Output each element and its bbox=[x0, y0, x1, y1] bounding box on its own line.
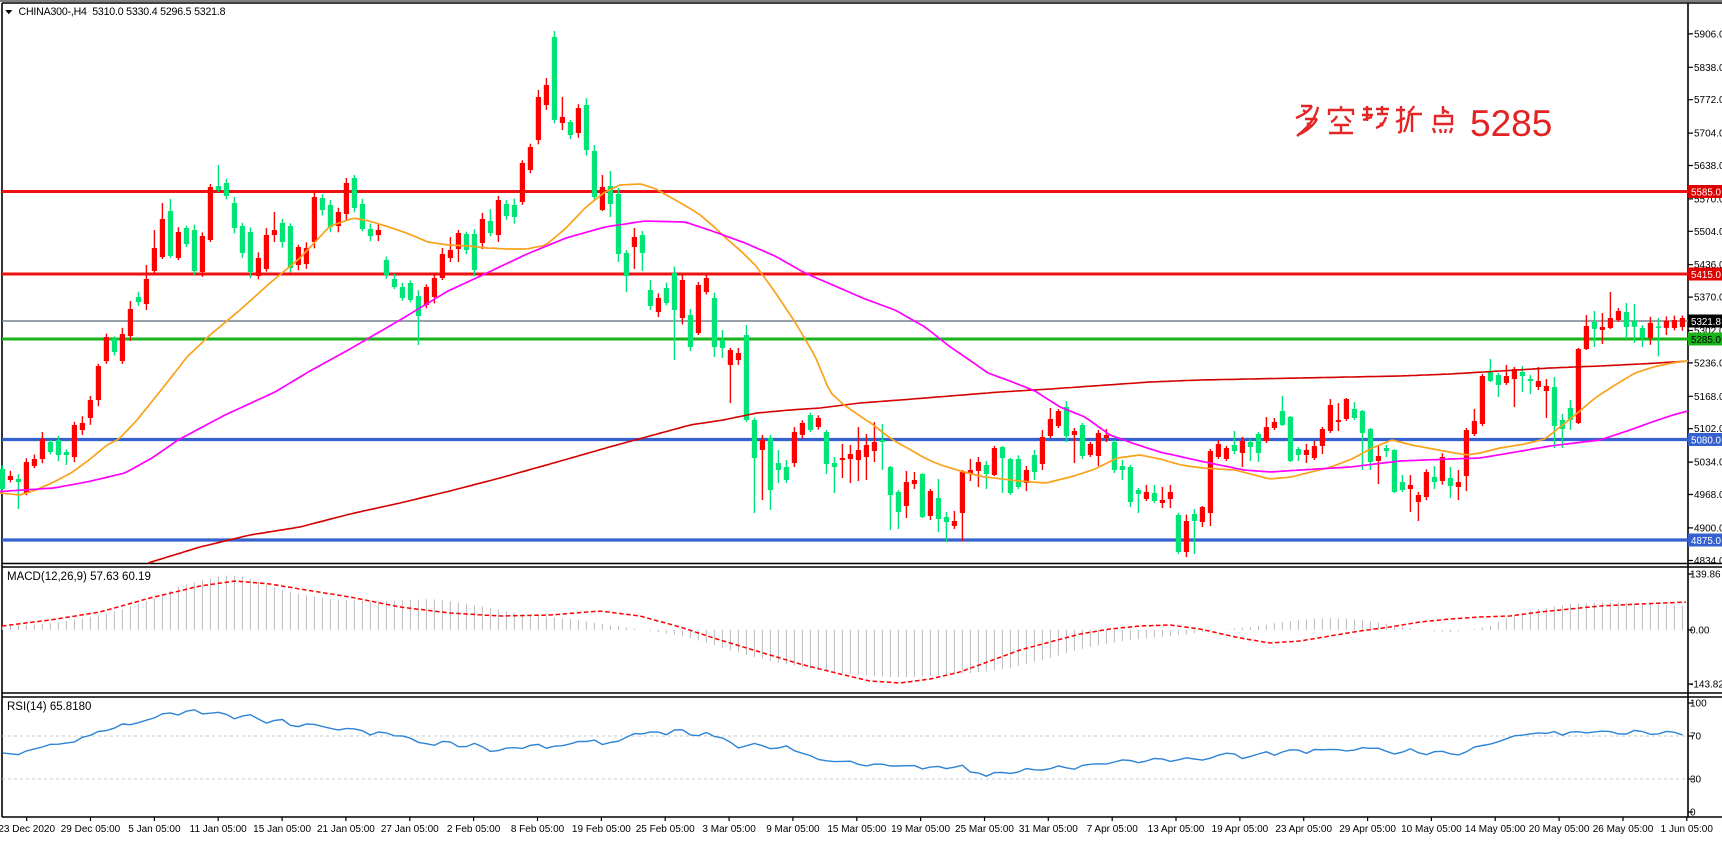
svg-text:15 Mar 05:00: 15 Mar 05:00 bbox=[827, 824, 886, 835]
svg-text:MACD(12,26,9) 57.63 60.19: MACD(12,26,9) 57.63 60.19 bbox=[7, 571, 151, 583]
svg-text:5370.0: 5370.0 bbox=[1694, 293, 1722, 304]
svg-text:RSI(14) 65.8180: RSI(14) 65.8180 bbox=[7, 701, 91, 713]
svg-text:19 Mar 05:00: 19 Mar 05:00 bbox=[891, 824, 950, 835]
svg-text:2 Feb 05:00: 2 Feb 05:00 bbox=[447, 824, 501, 835]
svg-text:5772.0: 5772.0 bbox=[1694, 95, 1722, 106]
svg-text:139.86: 139.86 bbox=[1690, 570, 1721, 581]
svg-text:70: 70 bbox=[1690, 732, 1702, 743]
svg-text:5570.0: 5570.0 bbox=[1694, 194, 1722, 205]
svg-text:29 Apr 05:00: 29 Apr 05:00 bbox=[1339, 824, 1396, 835]
svg-text:5321.8: 5321.8 bbox=[1691, 317, 1722, 328]
svg-text:5906.0: 5906.0 bbox=[1694, 29, 1722, 40]
svg-text:8 Feb 05:00: 8 Feb 05:00 bbox=[511, 824, 565, 835]
svg-text:3 Mar 05:00: 3 Mar 05:00 bbox=[702, 824, 756, 835]
svg-text:5302.0: 5302.0 bbox=[1694, 326, 1722, 337]
svg-text:19 Feb 05:00: 19 Feb 05:00 bbox=[572, 824, 631, 835]
svg-text:5504.0: 5504.0 bbox=[1694, 227, 1722, 238]
svg-text:5838.0: 5838.0 bbox=[1694, 63, 1722, 74]
svg-text:5080.0: 5080.0 bbox=[1691, 436, 1722, 447]
svg-text:5168.0: 5168.0 bbox=[1694, 392, 1722, 403]
svg-text:5585.0: 5585.0 bbox=[1691, 188, 1722, 199]
svg-text:4834.0: 4834.0 bbox=[1694, 556, 1722, 567]
svg-text:0: 0 bbox=[1690, 808, 1696, 819]
svg-text:25 Feb 05:00: 25 Feb 05:00 bbox=[636, 824, 695, 835]
svg-text:4875.0: 4875.0 bbox=[1691, 536, 1722, 547]
svg-text:5415.0: 5415.0 bbox=[1691, 270, 1722, 281]
svg-text:5285.0: 5285.0 bbox=[1691, 335, 1722, 346]
svg-text:100: 100 bbox=[1690, 699, 1707, 710]
svg-text:-143.82: -143.82 bbox=[1690, 680, 1722, 691]
svg-text:23 Apr 05:00: 23 Apr 05:00 bbox=[1275, 824, 1332, 835]
svg-text:13 Apr 05:00: 13 Apr 05:00 bbox=[1148, 824, 1205, 835]
svg-text:1 Jun 05:00: 1 Jun 05:00 bbox=[1661, 824, 1714, 835]
svg-text:23 Dec 2020: 23 Dec 2020 bbox=[0, 824, 55, 835]
svg-text:27 Jan 05:00: 27 Jan 05:00 bbox=[381, 824, 439, 835]
svg-text:31 Mar 05:00: 31 Mar 05:00 bbox=[1019, 824, 1078, 835]
svg-text:0.00: 0.00 bbox=[1690, 626, 1710, 637]
svg-text:5236.0: 5236.0 bbox=[1694, 358, 1722, 369]
svg-text:26 May 05:00: 26 May 05:00 bbox=[1593, 824, 1654, 835]
svg-text:14 May 05:00: 14 May 05:00 bbox=[1465, 824, 1526, 835]
svg-text:7 Apr 05:00: 7 Apr 05:00 bbox=[1087, 824, 1139, 835]
svg-text:11 Jan 05:00: 11 Jan 05:00 bbox=[190, 824, 248, 835]
svg-text:5102.0: 5102.0 bbox=[1694, 424, 1722, 435]
svg-text:25 Mar 05:00: 25 Mar 05:00 bbox=[955, 824, 1014, 835]
svg-text:4900.0: 4900.0 bbox=[1694, 523, 1722, 534]
svg-text:29 Dec 05:00: 29 Dec 05:00 bbox=[61, 824, 121, 835]
svg-text:9 Mar 05:00: 9 Mar 05:00 bbox=[766, 824, 820, 835]
svg-text:CHINA300-,H4 5310.0 5330.4 52: CHINA300-,H4 5310.0 5330.4 5296.5 5321.8 bbox=[19, 6, 226, 18]
svg-text:4968.0: 4968.0 bbox=[1694, 490, 1722, 501]
svg-text:5638.0: 5638.0 bbox=[1694, 161, 1722, 172]
svg-text:5436.0: 5436.0 bbox=[1694, 260, 1722, 271]
svg-text:15 Jan 05:00: 15 Jan 05:00 bbox=[253, 824, 311, 835]
svg-text:5034.0: 5034.0 bbox=[1694, 458, 1722, 469]
svg-text:20 May 05:00: 20 May 05:00 bbox=[1529, 824, 1590, 835]
svg-text:21 Jan 05:00: 21 Jan 05:00 bbox=[317, 824, 375, 835]
svg-text:5704.0: 5704.0 bbox=[1694, 129, 1722, 140]
svg-text:5 Jan 05:00: 5 Jan 05:00 bbox=[128, 824, 181, 835]
svg-text:5285: 5285 bbox=[1470, 103, 1552, 144]
svg-text:10 May 05:00: 10 May 05:00 bbox=[1401, 824, 1462, 835]
svg-text:19 Apr 05:00: 19 Apr 05:00 bbox=[1212, 824, 1269, 835]
svg-text:30: 30 bbox=[1690, 775, 1702, 786]
